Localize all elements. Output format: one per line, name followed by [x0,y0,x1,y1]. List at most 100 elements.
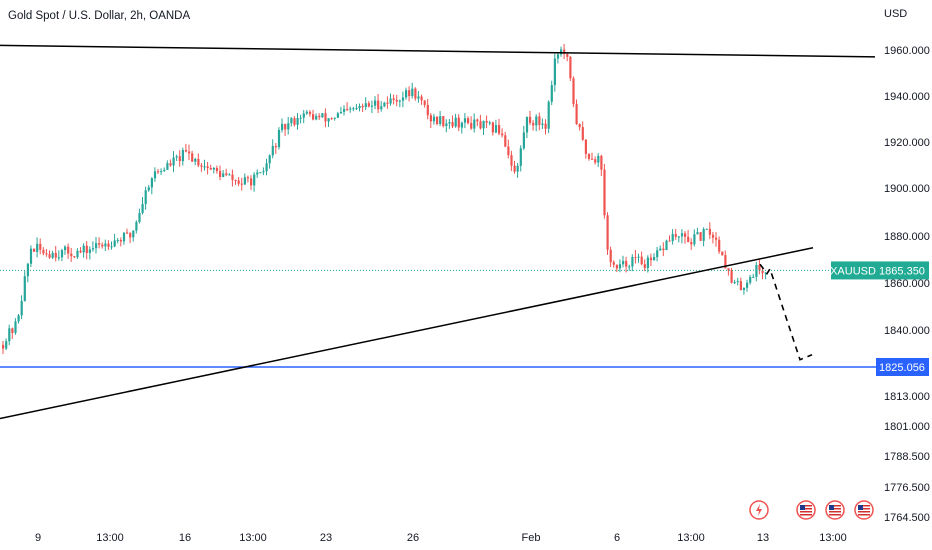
candle-body [122,232,126,242]
candle-body [163,169,166,172]
candle-body [705,228,708,230]
candle-body [302,113,305,118]
candle-body [153,171,157,179]
candle-body [20,301,23,316]
y-tick-label: 1776.500 [884,482,930,494]
candle-body [594,159,597,163]
candle-body [584,139,587,154]
candle-body [197,158,200,166]
candle-body [45,253,48,255]
candle-body [736,281,739,283]
candle-body [420,96,423,101]
candle-body [618,264,622,269]
x-tick-label: 6 [614,532,620,544]
projection-dashed-path[interactable] [759,263,813,361]
candle-body [358,105,361,109]
candle-body [51,252,54,258]
candle-body [91,248,95,250]
us-flag-icon[interactable] [796,500,816,520]
candle-body [730,270,733,283]
candle-body [640,256,643,265]
candle-body [467,118,470,124]
candle-body [460,122,463,128]
candle-body [522,132,525,149]
candle-body [178,156,181,162]
candle-body [491,122,494,133]
candle-body [755,264,758,277]
candle-body [234,179,237,181]
candle-body [5,341,8,349]
candle-body [429,115,432,122]
resistance-trendline[interactable] [0,44,876,58]
candle-body [85,245,88,253]
candle-body [603,169,606,216]
candle-body [377,100,380,110]
candle-body [417,96,420,99]
candle-body [473,119,476,129]
candle-body [674,234,677,237]
candle-body [408,90,411,97]
candle-body [470,123,473,129]
us-flag-icon[interactable] [825,500,845,520]
candle-body [597,155,600,163]
candle-body [572,78,575,105]
candle-body [256,172,259,175]
candle-body [389,98,392,104]
candle-body [516,165,519,172]
candle-body [104,243,107,247]
last-price-label: 1865.350 [879,265,925,277]
candle-body [727,268,730,271]
candle-body [532,122,535,126]
candle-body [166,163,169,170]
candle-body [175,156,178,158]
candle-body [587,153,591,159]
candle-body [160,171,163,173]
candle-body [243,177,246,185]
candle-body [494,125,498,133]
candle-body [631,257,634,267]
candle-body [274,146,277,148]
candle-body [343,108,346,112]
candle-body [200,165,203,167]
rising-support-trendline[interactable] [0,247,814,420]
candle-body [327,118,330,122]
candle-body [259,172,262,174]
us-flag-icon[interactable] [854,500,874,520]
candle-body [305,111,308,114]
candle-body [265,163,268,172]
candle-body [135,222,138,231]
candle-body [88,249,91,253]
candle-body [73,256,76,258]
candle-body [538,116,541,125]
candle-body [702,229,705,241]
candle-body [498,125,501,134]
candle-body [612,262,615,265]
candle-body [566,53,569,57]
candle-body [507,146,510,156]
candle-body [398,100,401,102]
y-tick-label: 1920.000 [884,137,930,149]
candle-body [392,98,395,101]
candle-body [36,243,39,252]
y-tick-label: 1813.000 [884,391,930,403]
candle-body [33,248,36,252]
candle-body [432,116,436,122]
candle-body [293,118,296,125]
candle-body [67,246,70,254]
candle-body [349,108,352,110]
candle-body [721,251,724,256]
candle-body [284,124,287,130]
candle-body [454,117,457,127]
candle-body [11,328,14,333]
lightning-icon[interactable] [749,500,769,520]
candle-body [764,272,767,274]
candle-body [253,174,256,186]
candle-body [742,287,746,291]
candle-body [556,54,560,59]
candle-body [649,257,653,261]
candle-body [671,234,674,242]
candle-body [609,249,612,263]
symbol-badge [831,261,876,280]
